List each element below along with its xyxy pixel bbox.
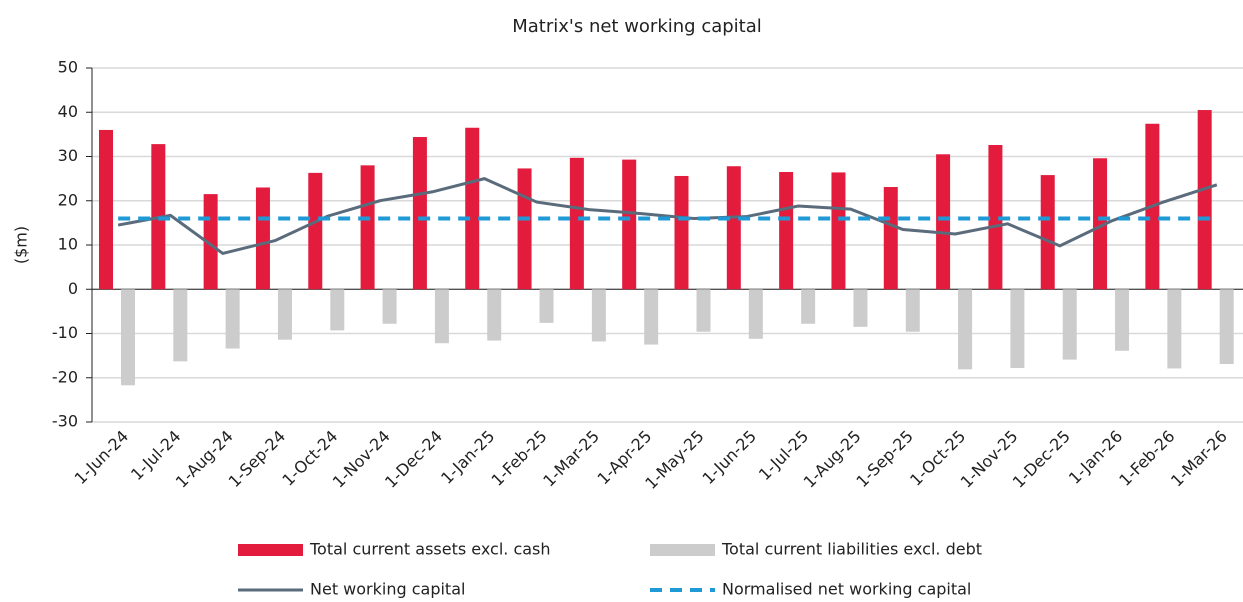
y-tick-label: -20 [52, 367, 78, 386]
line [117, 177, 1218, 256]
y-tick-label: -30 [52, 412, 78, 431]
bar [99, 129, 113, 290]
bar [726, 166, 741, 290]
x-tick-label: 1-Jun-24 [71, 427, 133, 489]
bar [1167, 289, 1182, 369]
bar [779, 171, 794, 290]
bar [801, 289, 816, 324]
bar [591, 289, 606, 342]
bar [308, 172, 323, 290]
bar [255, 187, 270, 290]
bar [883, 187, 898, 290]
y-axis-label: ($m) [12, 226, 31, 264]
x-tick-label: 1-Aug-25 [800, 427, 865, 492]
bar [330, 289, 345, 331]
bar [277, 289, 292, 340]
bar [1062, 289, 1077, 360]
bar [748, 289, 763, 339]
x-tick-label: 1-Dec-24 [381, 427, 446, 492]
bar [382, 289, 397, 324]
bar [569, 157, 584, 290]
x-tick-label: 1-Jun-25 [698, 427, 760, 489]
x-tick-label: 1-Sep-24 [225, 427, 290, 492]
y-tick-label: 40 [58, 102, 78, 121]
bar [644, 289, 659, 345]
legend-label: Net working capital [310, 580, 465, 599]
y-tick-label: 20 [58, 190, 78, 209]
bar [1219, 289, 1234, 365]
bar [225, 289, 240, 349]
bar [622, 159, 637, 290]
y-tick-label: 30 [58, 146, 78, 165]
bar [517, 168, 532, 290]
bar [988, 144, 1003, 290]
y-tick-label: 0 [68, 279, 78, 298]
bar [1115, 289, 1130, 351]
legend-label: Total current assets excl. cash [309, 540, 551, 559]
y-tick-label: 10 [58, 235, 78, 254]
bar [539, 289, 554, 323]
chart-title: Matrix's net working capital [512, 16, 762, 37]
bar [831, 172, 846, 290]
bar [905, 289, 920, 332]
bar [696, 289, 711, 332]
y-tick-label: 50 [58, 58, 78, 77]
y-tick-label: -10 [52, 323, 78, 342]
bar [465, 127, 480, 290]
bar [360, 165, 375, 290]
bar [958, 289, 973, 370]
x-tick-label: 1-Sep-25 [852, 427, 917, 492]
x-tick-label: 1-Mar-26 [1167, 427, 1231, 491]
legend-swatch [238, 544, 303, 556]
bar [674, 175, 689, 290]
bar [853, 289, 868, 327]
bar [487, 289, 502, 341]
bar [936, 154, 951, 290]
bar [434, 289, 449, 344]
legend-label: Normalised net working capital [722, 580, 971, 599]
bar [412, 137, 427, 290]
bar [1040, 175, 1055, 290]
x-tick-label: 1-Aug-24 [172, 427, 237, 492]
legend-swatch [650, 544, 715, 556]
bar [1010, 289, 1025, 369]
bar [1093, 158, 1108, 290]
bar [121, 289, 135, 386]
legend-label: Total current liabilities excl. debt [721, 540, 982, 559]
x-tick-label: 1-Mar-25 [539, 427, 603, 491]
bar [1197, 110, 1212, 290]
bar [173, 289, 188, 362]
x-tick-label: 1-Dec-25 [1009, 427, 1074, 492]
